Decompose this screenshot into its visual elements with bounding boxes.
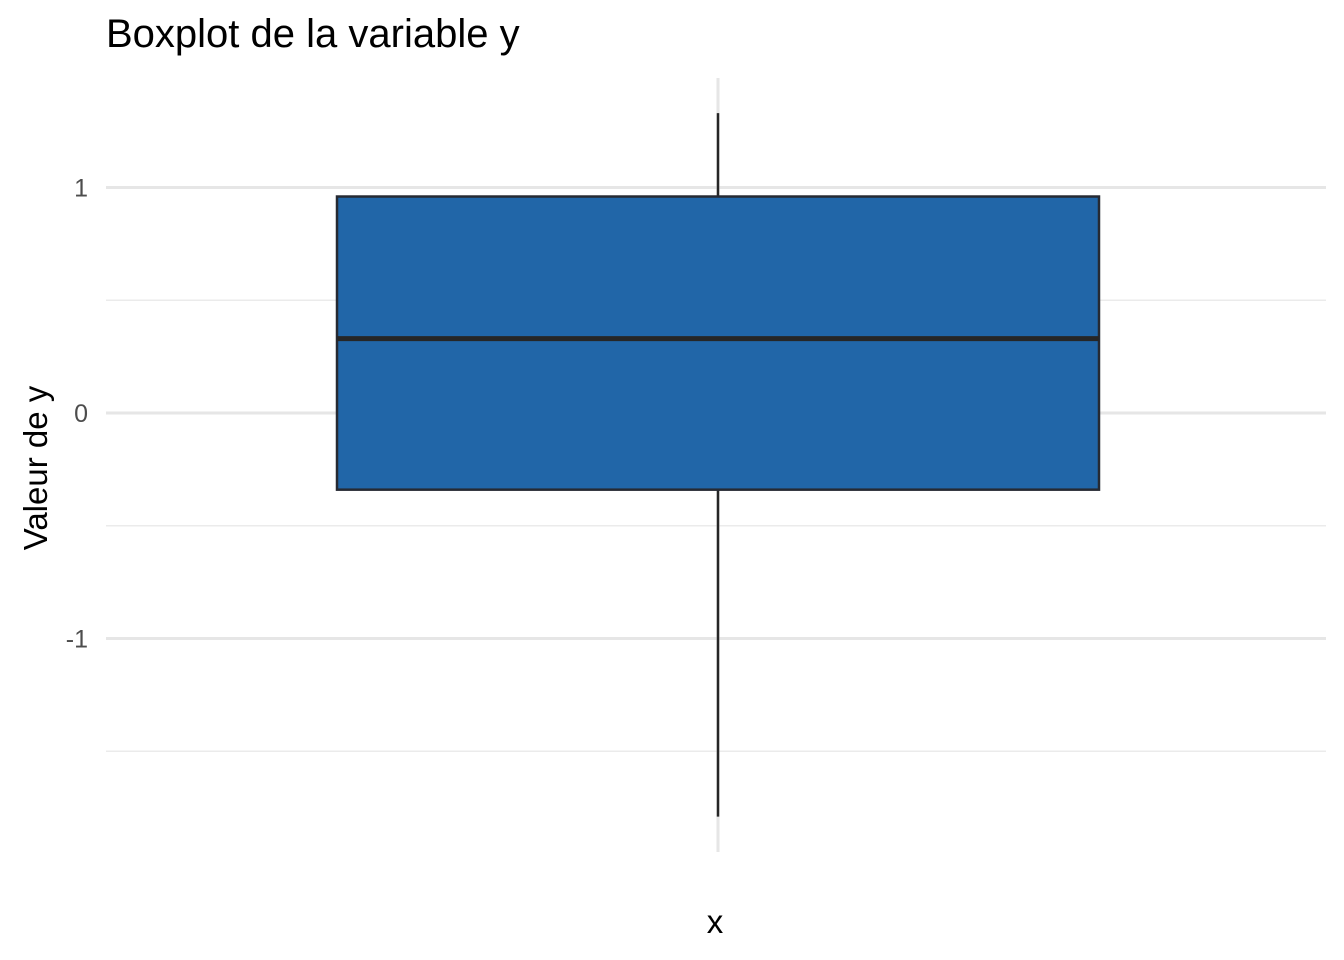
y-tick-label: 1 — [74, 175, 88, 203]
chart-title: Boxplot de la variable y — [106, 12, 520, 56]
y-tick-label: -1 — [66, 626, 88, 654]
box — [335, 195, 1101, 491]
y-tick-label: 0 — [74, 400, 88, 428]
x-axis-title: x — [706, 903, 724, 940]
